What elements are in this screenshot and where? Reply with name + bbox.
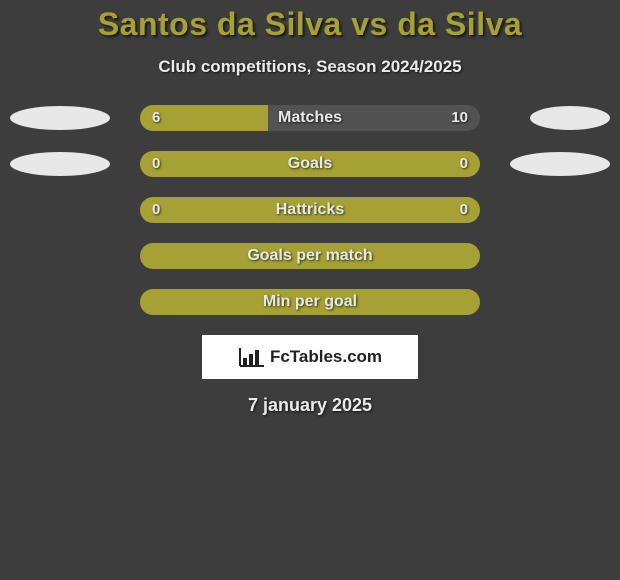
stat-value-right: 0 (460, 151, 468, 177)
stat-value-right: 0 (460, 197, 468, 223)
player-oval-left (10, 106, 110, 130)
stat-bar (140, 105, 480, 131)
stat-row: 0 Goals 0 (0, 151, 620, 177)
stat-value-left: 6 (152, 105, 160, 131)
page-subtitle: Club competitions, Season 2024/2025 (0, 57, 620, 77)
comparison-card: Santos da Silva vs da Silva Club competi… (0, 0, 620, 416)
bar-segment-left (140, 243, 480, 269)
stat-row: 6 Matches 10 (0, 105, 620, 131)
bar-segment-left (140, 197, 480, 223)
stat-bar (140, 289, 480, 315)
player-oval-right (530, 106, 610, 130)
bar-segment-left (140, 151, 480, 177)
stat-bar (140, 243, 480, 269)
date-label: 7 january 2025 (0, 395, 620, 416)
stat-rows: 6 Matches 10 0 Goals 0 0 Hattricks 0 (0, 105, 620, 315)
player-oval-right (510, 152, 610, 176)
stat-row: Min per goal (0, 289, 620, 315)
bar-segment-right (268, 105, 481, 131)
stat-bar (140, 151, 480, 177)
stat-value-right: 10 (451, 105, 468, 131)
stat-value-left: 0 (152, 151, 160, 177)
barchart-icon (238, 346, 266, 368)
stat-row: 0 Hattricks 0 (0, 197, 620, 223)
branding-box: FcTables.com (202, 335, 418, 379)
branding-inner: FcTables.com (238, 346, 382, 368)
page-title: Santos da Silva vs da Silva (0, 6, 620, 43)
stat-value-left: 0 (152, 197, 160, 223)
bar-segment-left (140, 289, 480, 315)
stat-bar (140, 197, 480, 223)
branding-text: FcTables.com (270, 347, 382, 367)
stat-row: Goals per match (0, 243, 620, 269)
player-oval-left (10, 152, 110, 176)
